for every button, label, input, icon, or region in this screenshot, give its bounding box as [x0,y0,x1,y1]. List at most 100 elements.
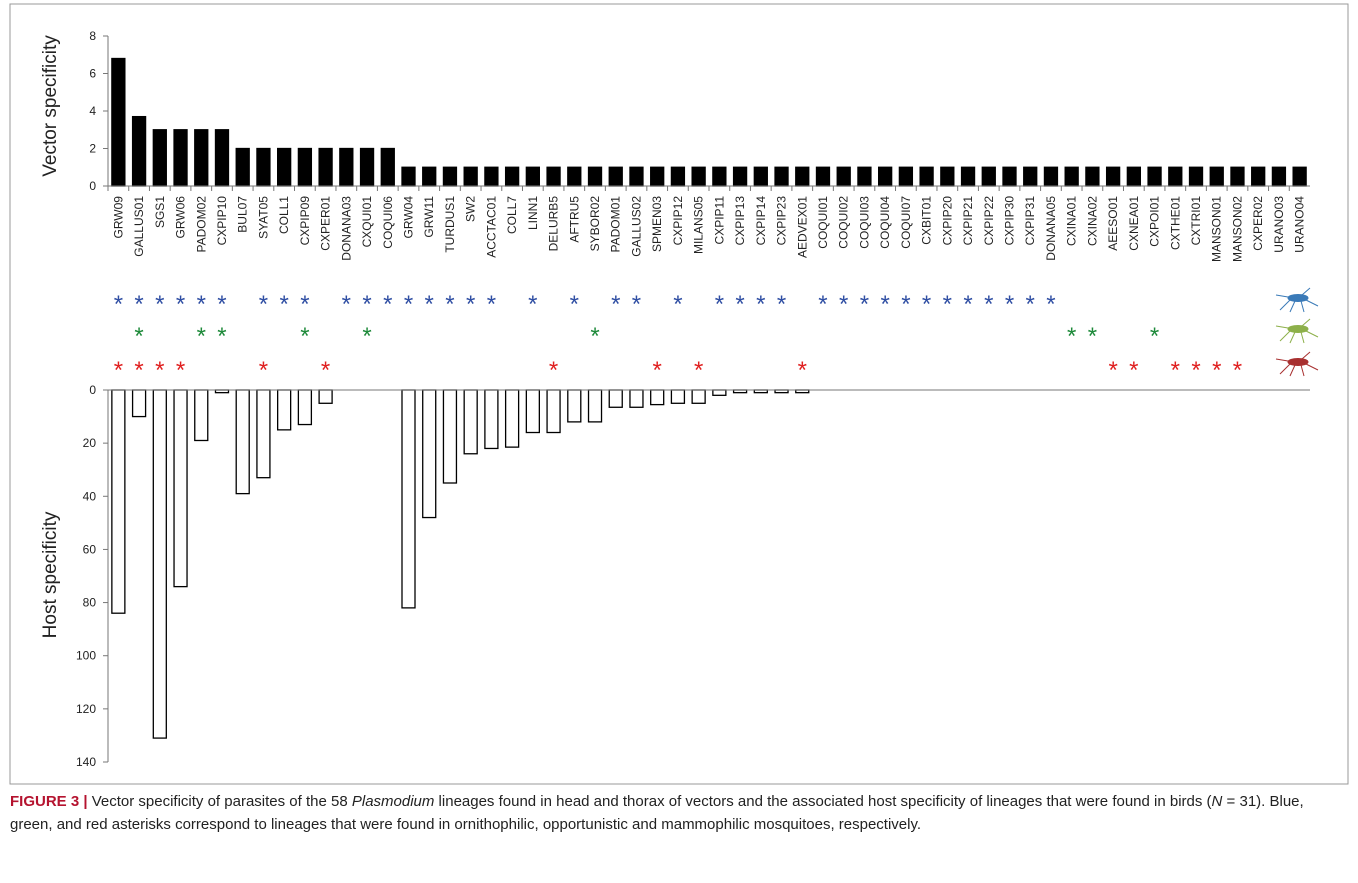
bar [608,166,623,187]
asterisk: * [279,291,288,318]
x-tick-label: TURDUS1 [443,196,457,253]
x-tick-label: CXINA02 [1085,196,1099,246]
asterisk: * [217,291,226,318]
bar [173,129,188,187]
asterisk: * [259,291,268,318]
caption-label: FIGURE 3 | [10,793,88,810]
x-tick-label: COQUI04 [878,196,892,249]
bar [1064,166,1079,187]
bar [567,166,582,187]
asterisk: * [860,291,869,318]
bar [442,389,458,484]
x-tick-label: CXPIP22 [982,196,996,246]
asterisk: * [176,357,185,384]
y-tick-label: 0 [89,383,96,397]
asterisk: * [1191,357,1200,384]
bar [297,147,313,187]
bar [629,389,644,408]
x-tick-label: COLL1 [277,196,291,234]
caption-text: lineages found in head and thorax of vec… [434,793,1212,810]
asterisk: * [321,357,330,384]
asterisk: * [901,291,910,318]
asterisk: * [1088,323,1097,350]
mosquito-icon [1275,287,1319,313]
bar [484,389,499,450]
x-tick-label: GRW11 [422,196,436,238]
bar [815,166,831,187]
asterisk: * [922,291,931,318]
bar [401,389,416,609]
y-axis-title: Host specificity [40,511,61,638]
bar [1230,166,1245,187]
caption-text: N [1211,793,1223,810]
x-tick-label: URANO03 [1272,196,1286,253]
y-tick-label: 80 [83,596,97,610]
bar [318,389,333,404]
x-tick-label: AEESO01 [1106,196,1120,251]
x-tick-label: CXPOI01 [1148,196,1162,247]
asterisk: * [1171,357,1180,384]
x-tick-label: CXPIP09 [298,196,312,246]
bar [194,129,209,187]
bar [795,166,810,187]
asterisk: * [653,357,662,384]
bar [1085,166,1100,187]
bar [1043,166,1059,187]
asterisk: * [197,291,206,318]
asterisk: * [777,291,786,318]
bar [359,147,375,187]
x-tick-label: CXPIP23 [775,196,789,246]
y-tick-label: 4 [89,104,96,118]
bar [235,147,250,187]
bar [194,389,209,442]
asterisk: * [715,291,724,318]
x-tick-label: MILANS05 [692,196,706,254]
asterisk: * [134,323,143,350]
x-tick-label: GRW06 [174,196,188,239]
x-tick-label: CXPIP10 [215,196,229,246]
x-tick-label: SYAT05 [256,196,270,239]
bar [256,147,271,187]
x-tick-label: PADOM01 [609,196,623,253]
y-tick-label: 20 [83,436,97,450]
bar [277,389,292,431]
asterisk: * [342,291,351,318]
x-tick-label: CXPIP11 [712,196,726,245]
bar [712,166,727,187]
y-axis-title: Vector specificity [40,35,61,177]
x-tick-label: URANO04 [1293,196,1307,253]
asterisk: * [839,291,848,318]
bar [380,147,395,187]
x-tick-label: CXPIP13 [733,196,747,246]
asterisk: * [425,291,434,318]
x-tick-label: AFTRU5 [567,196,581,243]
bar [670,389,686,404]
asterisk: * [1150,323,1159,350]
y-tick-label: 120 [76,702,96,716]
x-tick-label: COQUI02 [837,196,851,249]
x-tick-label: CXNEA01 [1127,196,1141,251]
bar [546,389,561,434]
asterisk: * [445,291,454,318]
bar [878,166,893,187]
bar [712,389,727,396]
bar [691,166,706,187]
asterisk: * [611,291,620,318]
bar [587,166,603,187]
bar [214,129,230,187]
bar [1168,166,1183,187]
y-tick-label: 60 [83,542,97,556]
y-tick-label: 40 [83,489,97,503]
bar [608,389,623,408]
bar [277,147,292,187]
asterisk: * [943,291,952,318]
caption-text: = 31). Blue, green, and red asterisks co… [10,793,1304,833]
x-tick-label: DONANA03 [339,196,353,261]
bar [131,115,147,187]
x-tick-label: COQUI01 [816,196,830,249]
bar [235,389,250,495]
bar [1023,166,1038,187]
bar [525,389,540,434]
x-tick-label: ACCTAC01 [484,196,498,258]
asterisk: * [984,291,993,318]
